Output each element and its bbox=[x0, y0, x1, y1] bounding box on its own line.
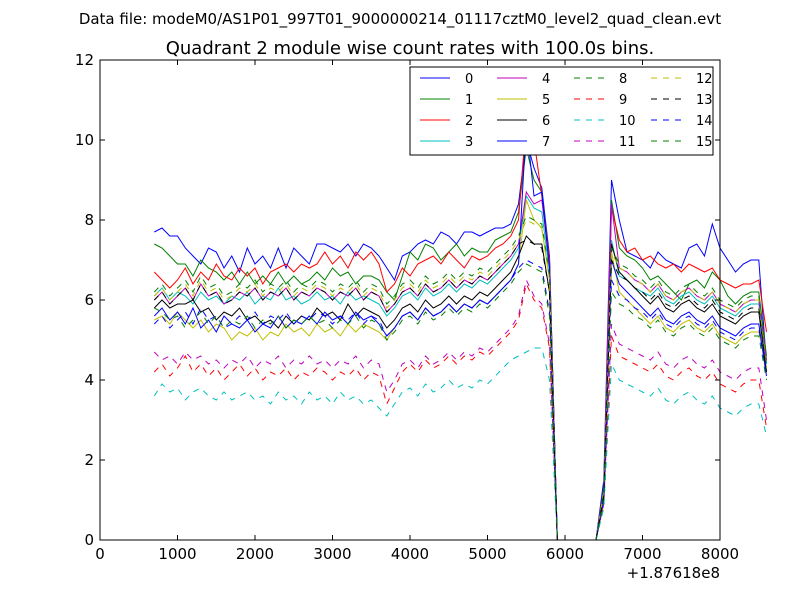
series-line-15 bbox=[154, 263, 767, 541]
plot-area bbox=[153, 119, 767, 541]
x-tick-label: 2000 bbox=[236, 545, 274, 563]
y-tick-label: 4 bbox=[84, 371, 94, 389]
legend-label-14: 14 bbox=[696, 114, 713, 129]
legend-label-7: 7 bbox=[542, 135, 550, 150]
legend-box bbox=[409, 66, 714, 156]
x-tick-label: 3000 bbox=[313, 545, 351, 563]
x-offset-label: +1.87618e8 bbox=[627, 564, 720, 582]
y-tick-label: 6 bbox=[84, 291, 94, 309]
legend-label-11: 11 bbox=[619, 135, 636, 150]
series-line-2 bbox=[153, 119, 767, 541]
series-line-8 bbox=[153, 215, 767, 541]
legend-label-15: 15 bbox=[696, 135, 713, 150]
chart-suptitle: Data file: modeM0/AS1P01_997T01_90000002… bbox=[79, 10, 721, 29]
y-tick-label: 2 bbox=[84, 451, 94, 469]
legend-label-3: 3 bbox=[465, 135, 473, 150]
chart-title: Quadrant 2 module wise count rates with … bbox=[166, 38, 655, 59]
legend-label-2: 2 bbox=[465, 114, 473, 129]
x-tick-label: 6000 bbox=[546, 545, 584, 563]
axes: 0 1000 2000 3000 4000 5000 6000 7000 80000246810… bbox=[75, 51, 739, 563]
series-line-14 bbox=[153, 259, 767, 541]
series-line-7 bbox=[153, 123, 767, 541]
y-tick-label: 8 bbox=[84, 211, 94, 229]
series-line-4 bbox=[153, 190, 767, 541]
series-line-12 bbox=[153, 219, 767, 541]
legend-label-10: 10 bbox=[619, 114, 636, 129]
x-tick-label: 1000 bbox=[158, 545, 196, 563]
y-tick-label: 0 bbox=[84, 531, 94, 549]
x-tick-label: 0 bbox=[95, 545, 105, 563]
x-tick-label: 5000 bbox=[468, 545, 506, 563]
series-line-10 bbox=[153, 347, 767, 541]
y-tick-label: 10 bbox=[75, 131, 94, 149]
y-tick-label: 12 bbox=[75, 51, 94, 69]
series-line-1 bbox=[154, 147, 767, 541]
legend-label-6: 6 bbox=[542, 114, 550, 129]
legend-label-1: 1 bbox=[465, 93, 473, 108]
series-line-9 bbox=[153, 282, 767, 541]
series-line-6 bbox=[153, 235, 767, 541]
legend-label-8: 8 bbox=[619, 72, 627, 87]
legend-label-5: 5 bbox=[542, 93, 550, 108]
legend-label-0: 0 bbox=[465, 72, 473, 87]
legend-label-4: 4 bbox=[542, 72, 550, 87]
legend-label-9: 9 bbox=[619, 93, 627, 108]
x-tick-label: 8000 bbox=[701, 545, 739, 563]
series-line-13 bbox=[153, 239, 767, 541]
legend-label-12: 12 bbox=[696, 72, 713, 87]
series-line-3 bbox=[153, 194, 767, 541]
x-tick-label: 4000 bbox=[391, 545, 429, 563]
series-line-11 bbox=[153, 278, 767, 541]
x-tick-label: 7000 bbox=[623, 545, 661, 563]
legend-label-13: 13 bbox=[696, 93, 713, 108]
series-line-0 bbox=[154, 139, 767, 541]
